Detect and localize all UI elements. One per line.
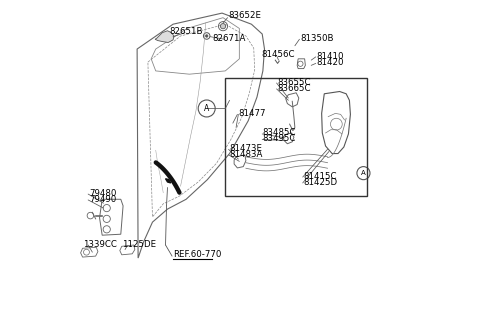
- Text: 79480: 79480: [89, 189, 117, 198]
- Text: REF.60-770: REF.60-770: [173, 250, 221, 259]
- Text: 81425D: 81425D: [304, 178, 338, 187]
- Text: 1125DE: 1125DE: [122, 240, 156, 250]
- Text: 81420: 81420: [317, 58, 344, 67]
- Text: 83495C: 83495C: [263, 134, 296, 143]
- Text: A: A: [361, 170, 366, 176]
- Text: 83652E: 83652E: [228, 11, 262, 20]
- Polygon shape: [155, 31, 174, 43]
- Text: 81456C: 81456C: [261, 50, 295, 59]
- Text: A: A: [204, 104, 209, 113]
- Bar: [225, 78, 367, 196]
- Text: 1339CC: 1339CC: [83, 239, 117, 249]
- Text: 83665C: 83665C: [277, 84, 311, 93]
- Circle shape: [205, 35, 208, 37]
- Circle shape: [220, 24, 226, 29]
- Text: 82671A: 82671A: [212, 34, 246, 43]
- Text: 83485C: 83485C: [263, 129, 296, 137]
- Text: 81473E: 81473E: [229, 144, 263, 153]
- Text: 82651B: 82651B: [170, 27, 203, 36]
- Text: 83655C: 83655C: [277, 78, 311, 87]
- Text: 79490: 79490: [89, 195, 116, 204]
- Text: 81350B: 81350B: [300, 34, 334, 43]
- Polygon shape: [166, 179, 171, 183]
- Text: 81410: 81410: [317, 52, 344, 61]
- Text: 81483A: 81483A: [229, 150, 263, 159]
- Text: 81477: 81477: [239, 109, 266, 118]
- Text: 81415C: 81415C: [304, 172, 337, 181]
